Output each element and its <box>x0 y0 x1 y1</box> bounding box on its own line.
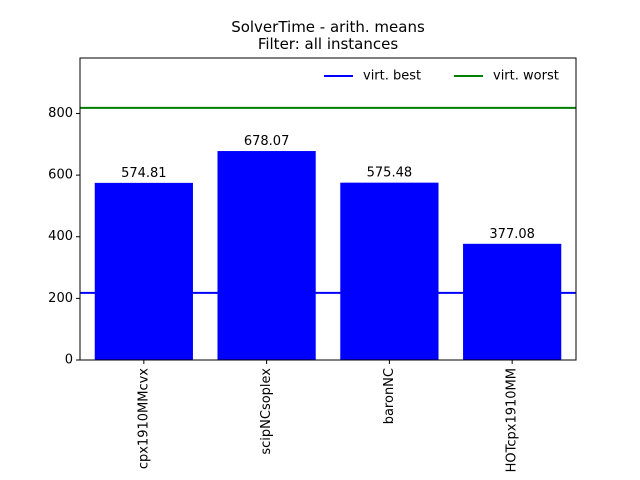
reference-lines <box>80 106 576 294</box>
y-tick-label: 400 <box>48 229 73 244</box>
x-tick-label: baronNC <box>382 368 397 424</box>
bar-value-label: 678.07 <box>244 134 290 149</box>
x-axis: cpx1910MMcvx scipNCsoplex baronNC HOTcpx191… <box>136 360 520 472</box>
y-tick-label: 0 <box>65 353 73 368</box>
y-tick-label: 800 <box>48 106 73 121</box>
bar-value-label: 575.48 <box>367 166 413 181</box>
bar-value-label: 377.08 <box>489 227 535 242</box>
x-tick-label: cpx1910MMcvx <box>136 368 151 469</box>
y-axis: 0 200 400 600 800 <box>48 106 80 368</box>
x-tick-label: HOTcpx1910MM <box>505 368 520 472</box>
y-tick-label: 600 <box>48 168 73 183</box>
bar <box>217 151 316 360</box>
bar <box>463 243 562 360</box>
chart-title: SolverTime - arith. means <box>231 18 425 36</box>
bar-value-label: 574.81 <box>121 166 167 181</box>
legend-label: virt. worst <box>493 69 559 84</box>
y-tick-label: 200 <box>48 291 73 306</box>
bar <box>340 182 439 360</box>
legend: virt. best virt. worst <box>324 69 559 84</box>
legend-label: virt. best <box>363 69 421 84</box>
plot-area: 574.81 678.07 575.48 377.08 <box>94 134 562 360</box>
bar <box>94 182 193 360</box>
plot-frame <box>79 57 577 361</box>
chart-subtitle: Filter: all instances <box>258 35 399 53</box>
x-tick-label: scipNCsoplex <box>259 368 274 455</box>
